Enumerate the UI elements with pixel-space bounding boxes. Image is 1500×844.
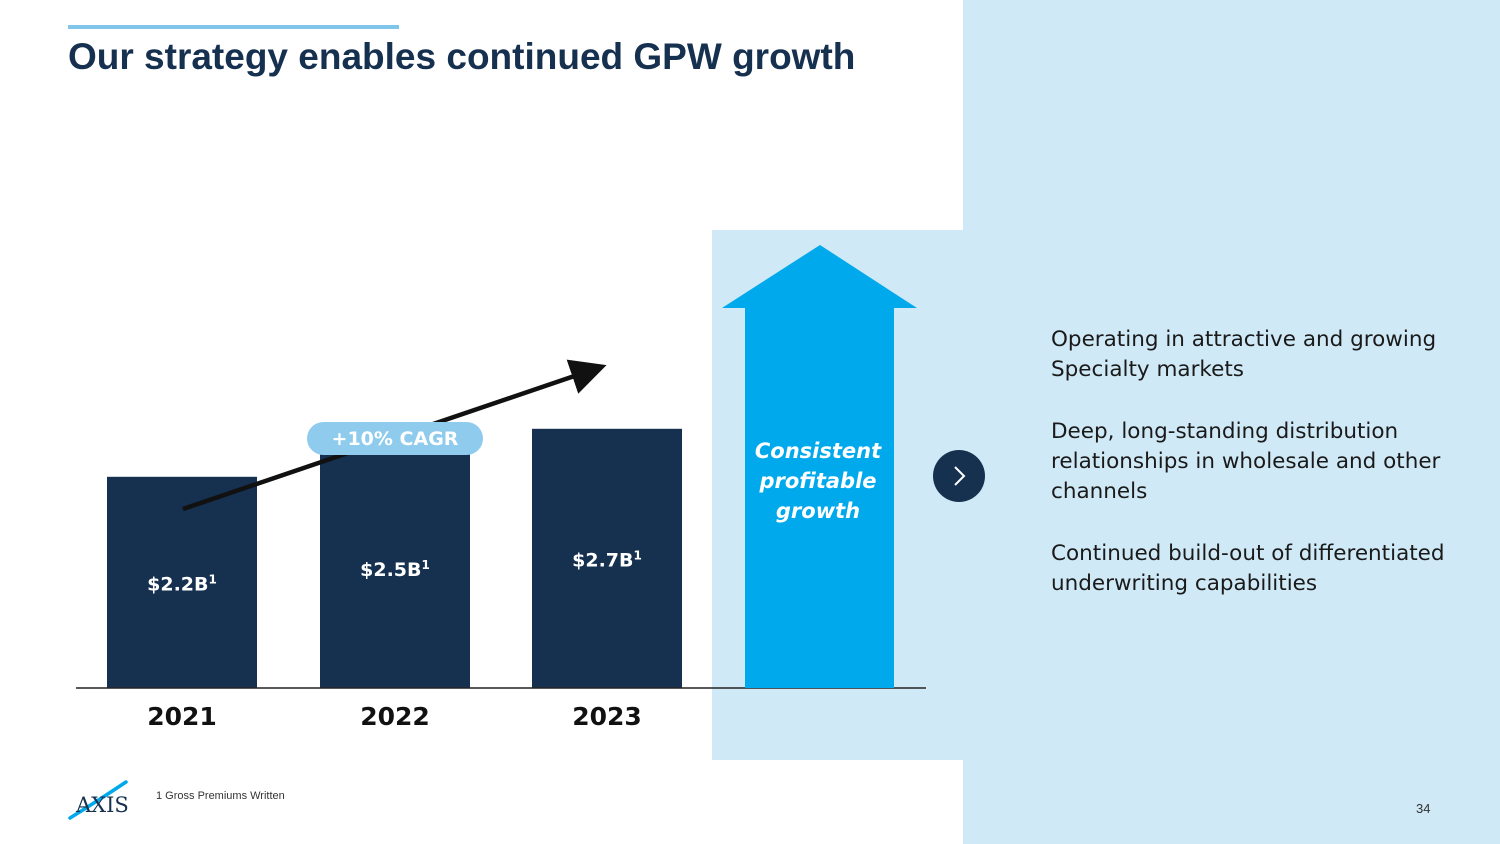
cagr-label: +10% CAGR [332, 428, 459, 450]
growth-arrow-label: Consistent profitable growth [754, 439, 882, 523]
bullet-list: Operating in attractive and growing Spec… [1051, 325, 1471, 631]
growth-up-arrow [722, 245, 917, 688]
x-tick-label-2023: 2023 [572, 702, 642, 731]
bullet-item: Continued build-out of differentiated un… [1051, 541, 1445, 596]
chevron-right-icon [954, 466, 966, 486]
bar-2023 [532, 428, 682, 688]
footnote: 1 Gross Premiums Written [156, 790, 285, 802]
x-tick-label-2021: 2021 [147, 702, 217, 731]
page-title: Our strategy enables continued GPW growt… [68, 36, 856, 77]
next-button[interactable] [933, 450, 985, 502]
right-panel [963, 0, 1500, 844]
x-tick-label-2022: 2022 [360, 702, 430, 731]
bullet-item: Deep, long-standing distribution relatio… [1051, 419, 1441, 504]
value-label-2023: $2.7B1 [572, 548, 642, 571]
value-label-2022: $2.5B1 [360, 558, 430, 581]
value-label-2021: $2.2B1 [147, 572, 217, 595]
bar-2021 [107, 476, 257, 688]
logo-swoosh [68, 780, 128, 820]
logo-text: AXIS [75, 793, 129, 817]
axis-logo: AXIS [68, 780, 129, 820]
bar-2022 [320, 448, 470, 688]
cagr-badge: +10% CAGR [307, 422, 483, 455]
bullet-item: Operating in attractive and growing Spec… [1051, 327, 1437, 382]
title-accent-rule [68, 25, 399, 29]
page-number: 34 [1416, 801, 1431, 816]
